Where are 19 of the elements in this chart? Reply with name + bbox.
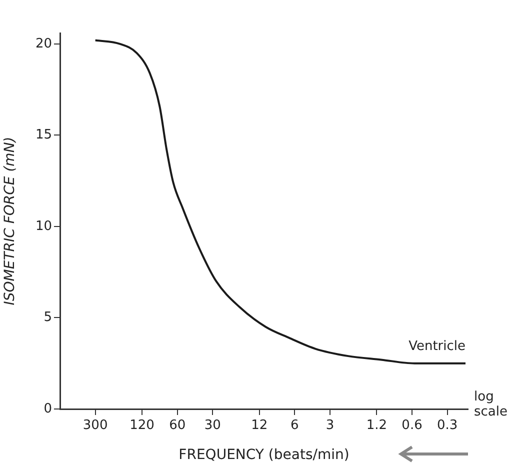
x-tick-label: 120 xyxy=(130,418,154,434)
x-tick-label: 0.3 xyxy=(436,418,458,434)
series-label: Ventricle xyxy=(408,339,466,354)
y-axis-title: ISOMETRIC FORCE (mN) xyxy=(2,136,18,306)
text: log scale xyxy=(474,389,508,420)
x-tick-label: 300 xyxy=(82,418,108,434)
y-tick-label: 10 xyxy=(35,218,52,234)
x-tick-label: 3 xyxy=(326,418,334,434)
y-tick-label: 0 xyxy=(44,401,52,416)
x-tick-label: 12 xyxy=(251,418,268,434)
x-tick-label: 6 xyxy=(290,418,299,434)
x-tick-label: 60 xyxy=(169,418,186,434)
y-tick-label: 5 xyxy=(44,310,52,326)
x-axis-title: FREQUENCY (beats/min) xyxy=(178,447,350,464)
x-tick-label: 30 xyxy=(204,418,221,434)
x-tick-label: 0.6 xyxy=(402,418,422,434)
y-tick-label: 20 xyxy=(35,36,52,52)
x-tick-label: 1.2 xyxy=(366,418,388,434)
y-tick-label: 15 xyxy=(35,128,52,143)
